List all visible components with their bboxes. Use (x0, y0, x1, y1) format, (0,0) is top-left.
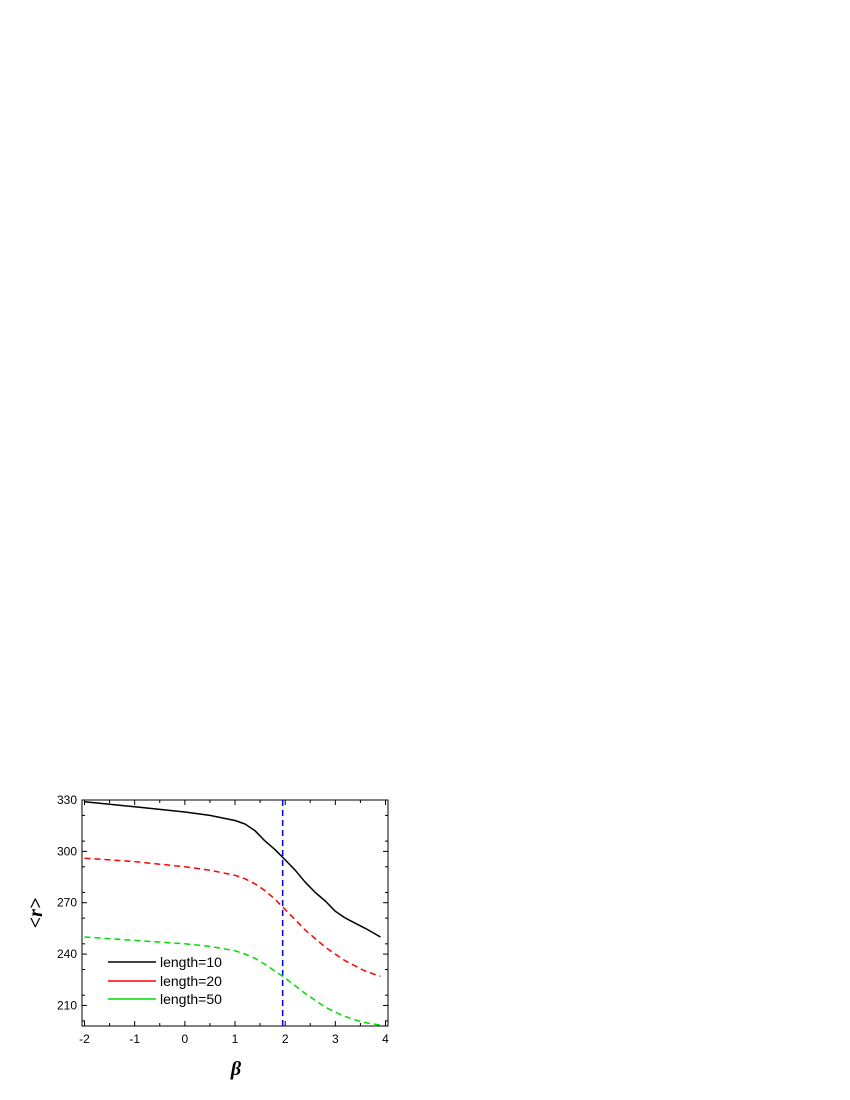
series-lines (84, 800, 381, 1026)
x-tick-label: 0 (181, 1032, 188, 1046)
legend-label-length-20: length=20 (160, 973, 222, 989)
y-tick-label: 270 (57, 896, 77, 910)
y-tick-label: 300 (57, 844, 77, 858)
x-tick-label: 3 (332, 1032, 339, 1046)
x-axis-title: β (230, 1058, 242, 1080)
x-tick-label: -1 (129, 1032, 140, 1046)
legend-label-length-50: length=50 (160, 991, 222, 1007)
x-tick-label: 4 (382, 1032, 389, 1046)
plot-frame (81, 799, 389, 1027)
y-tick-label: 240 (57, 947, 77, 961)
y-tick-label: 210 (57, 998, 77, 1012)
x-tick-label: -2 (79, 1032, 90, 1046)
legend-label-length-10: length=10 (160, 954, 222, 970)
y-axis-title: <r> (25, 898, 47, 929)
y-tick-label: 330 (57, 793, 77, 807)
series-line-length-20 (84, 857, 381, 978)
series-line-length-50 (84, 936, 381, 1026)
x-tick-label: 2 (282, 1032, 289, 1046)
series-line-length-10 (84, 800, 381, 938)
x-tick-labels: -2 -1 0 1 2 3 4 (79, 1032, 389, 1046)
y-tick-labels: 210 240 270 300 330 (57, 793, 77, 1012)
x-tick-label: 1 (232, 1032, 239, 1046)
legend: length=10 length=20 length=50 (108, 954, 222, 1007)
axis-ticks (82, 799, 388, 1026)
